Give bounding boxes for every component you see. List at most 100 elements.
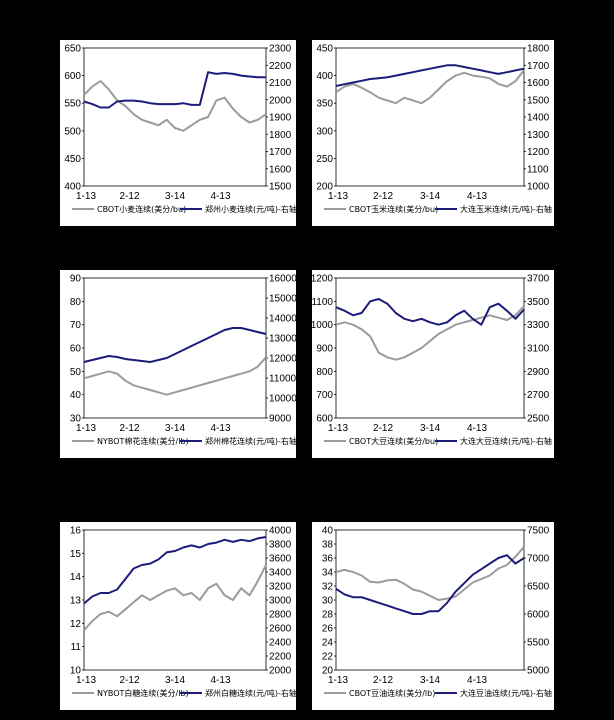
x-tick-label: 1-13 bbox=[76, 423, 96, 434]
left-tick-label: 26 bbox=[322, 624, 334, 635]
chart-svg: 650 600 550 500 450 400 2300 2200 2100 2000 1900 18… bbox=[64, 44, 296, 215]
left-tick-label: 1000 bbox=[312, 320, 333, 331]
right-tick-label: 2200 bbox=[269, 652, 292, 663]
right-tick-label: 15000 bbox=[269, 294, 296, 305]
series-line-right bbox=[335, 554, 525, 615]
legend-label: 郑州白糖连续(元/吨)-右轴 bbox=[205, 688, 296, 698]
series-line-right bbox=[83, 71, 266, 109]
left-tick-label: 600 bbox=[64, 71, 81, 82]
left-tick-label: 28 bbox=[322, 610, 334, 621]
x-tick-label: 3-14 bbox=[420, 423, 440, 434]
left-tick-label: 16 bbox=[70, 526, 82, 537]
right-tick-label: 2600 bbox=[269, 624, 292, 635]
left-tick-label: 700 bbox=[316, 390, 333, 401]
right-tick-label: 2100 bbox=[269, 78, 292, 89]
left-tick-label: 650 bbox=[64, 44, 81, 55]
x-tick-label: 3-14 bbox=[165, 423, 185, 434]
left-tick-label: 400 bbox=[316, 71, 333, 82]
left-tick-label: 14 bbox=[70, 572, 82, 583]
right-tick-label: 3500 bbox=[527, 297, 550, 308]
left-tick-label: 1100 bbox=[312, 297, 333, 308]
left-tick-label: 13 bbox=[70, 596, 82, 607]
series-line-right bbox=[335, 64, 525, 87]
right-tick-label: 7000 bbox=[527, 554, 550, 565]
legend-label: 大连豆油连续(元/吨)-右轴 bbox=[460, 688, 552, 698]
chart-panel-cotton: 90 80 70 60 50 40 30 16000 15000 14000 13000 12000 1… bbox=[60, 270, 296, 458]
x-tick-label: 2-12 bbox=[119, 423, 139, 434]
left-tick-label: 22 bbox=[322, 652, 334, 663]
right-tick-label: 9000 bbox=[269, 414, 292, 425]
right-tick-label: 2200 bbox=[269, 61, 292, 72]
left-tick-label: 60 bbox=[70, 344, 82, 355]
left-tick-label: 500 bbox=[64, 126, 81, 137]
x-tick-label: 1-13 bbox=[328, 423, 348, 434]
legend-label: 大连玉米连续(元/吨)-右轴 bbox=[460, 204, 552, 214]
right-tick-label: 3600 bbox=[269, 554, 292, 565]
right-tick-label: 3300 bbox=[527, 320, 550, 331]
x-tick-label: 2-12 bbox=[373, 423, 393, 434]
left-tick-label: 50 bbox=[70, 367, 82, 378]
right-tick-label: 2000 bbox=[269, 666, 292, 677]
left-tick-label: 350 bbox=[316, 99, 333, 110]
left-tick-label: 90 bbox=[70, 274, 82, 285]
right-tick-label: 1500 bbox=[269, 182, 292, 193]
left-tick-label: 900 bbox=[316, 344, 333, 355]
right-tick-label: 5500 bbox=[527, 638, 550, 649]
right-tick-label: 1700 bbox=[527, 61, 550, 72]
right-tick-label: 1600 bbox=[527, 78, 550, 89]
left-tick-label: 38 bbox=[322, 540, 334, 551]
right-tick-label: 2700 bbox=[527, 390, 550, 401]
series-line-right bbox=[83, 536, 267, 605]
left-tick-label: 40 bbox=[70, 390, 82, 401]
x-tick-label: 3-14 bbox=[165, 675, 185, 686]
right-tick-label: 2800 bbox=[269, 610, 292, 621]
right-tick-label: 3700 bbox=[527, 274, 550, 285]
right-tick-label: 6000 bbox=[527, 610, 550, 621]
chart-svg: 40 38 36 34 32 30 28 26 24 22 20 7500 7000 6500 6000 55… bbox=[322, 526, 552, 699]
right-tick-label: 3800 bbox=[269, 540, 292, 551]
right-tick-label: 3000 bbox=[269, 596, 292, 607]
series-line-right bbox=[83, 327, 267, 363]
left-tick-label: 30 bbox=[322, 596, 334, 607]
left-tick-label: 300 bbox=[316, 126, 333, 137]
legend-label: CBOT豆油连续(美分/lb) bbox=[349, 688, 435, 698]
chart-svg: 16 15 14 13 12 11 10 4000 3800 3600 3400 3200 3000 28… bbox=[70, 526, 296, 699]
x-tick-label: 1-13 bbox=[76, 675, 96, 686]
right-tick-label: 1400 bbox=[527, 113, 550, 124]
legend-label: 郑州棉花连续(元/吨)-右轴 bbox=[205, 436, 296, 446]
x-tick-label: 4-13 bbox=[210, 675, 230, 686]
legend-label: 大连大豆连续(元/吨)-右轴 bbox=[460, 436, 552, 446]
chart-svg: 1200 1100 1000 900 800 700 600 3700 3500 3300 3100… bbox=[312, 274, 552, 447]
x-tick-label: 4-13 bbox=[210, 423, 230, 434]
right-tick-label: 2900 bbox=[527, 367, 550, 378]
left-tick-label: 24 bbox=[322, 638, 334, 649]
left-tick-label: 32 bbox=[322, 582, 334, 593]
left-tick-label: 450 bbox=[316, 44, 333, 55]
series-line-left bbox=[335, 546, 525, 601]
x-tick-label: 4-13 bbox=[467, 423, 487, 434]
left-tick-label: 12 bbox=[70, 619, 82, 630]
left-tick-label: 34 bbox=[322, 568, 334, 579]
left-tick-label: 11 bbox=[71, 642, 82, 653]
series-line-left bbox=[83, 564, 267, 631]
right-tick-label: 1800 bbox=[269, 130, 292, 141]
left-tick-label: 450 bbox=[64, 154, 81, 165]
legend-label: CBOT玉米连续(美分/bu) bbox=[349, 204, 438, 214]
chart-panel-soybean: 1200 1100 1000 900 800 700 600 3700 3500 3300 3100… bbox=[312, 270, 554, 458]
left-tick-label: 200 bbox=[316, 182, 333, 193]
chart-svg: 450 400 350 300 250 200 1800 1700 1600 1500 1400 13… bbox=[316, 44, 552, 215]
right-tick-label: 10000 bbox=[269, 394, 296, 405]
right-tick-label: 12000 bbox=[269, 354, 296, 365]
left-tick-label: 70 bbox=[70, 320, 82, 331]
right-tick-label: 1000 bbox=[527, 182, 550, 193]
right-tick-label: 1200 bbox=[527, 147, 550, 158]
plot-frame bbox=[83, 47, 267, 187]
x-tick-label: 2-12 bbox=[119, 191, 139, 202]
legend-label: CBOT小麦连续(美分/bu) bbox=[97, 204, 186, 214]
chart-panel-sugar: 16 15 14 13 12 11 10 4000 3800 3600 3400 3200 3000 28… bbox=[60, 522, 296, 710]
chart-panel-wheat: 650 600 550 500 450 400 2300 2200 2100 2000 1900 18… bbox=[60, 40, 296, 226]
right-tick-label: 1900 bbox=[269, 113, 292, 124]
x-tick-label: 1-13 bbox=[76, 191, 96, 202]
series-line-left bbox=[335, 69, 525, 105]
right-tick-label: 3100 bbox=[527, 344, 550, 355]
